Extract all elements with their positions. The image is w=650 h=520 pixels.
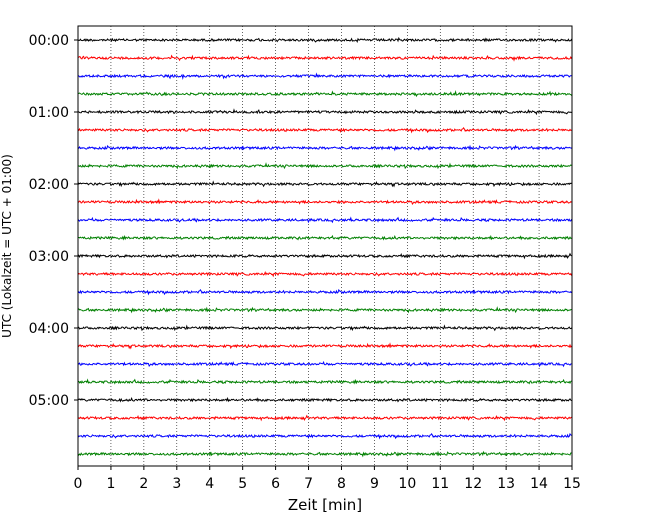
axis-ticks: 0 1 2 3 4 5 6 7 8 9 10 11 12 13 14 1500:0001:0002:0003:… bbox=[29, 33, 581, 492]
x-tick-label-3: 3 bbox=[172, 476, 181, 492]
y-tick-label-03:00: 03:00 bbox=[29, 249, 69, 265]
trace-0415 bbox=[77, 342, 573, 350]
y-tick-label-02:00: 02:00 bbox=[29, 177, 69, 193]
x-tick-label-12: 12 bbox=[464, 476, 482, 492]
trace-0015 bbox=[77, 54, 573, 62]
x-tick-label-13: 13 bbox=[497, 476, 515, 492]
x-tick-label-5: 5 bbox=[238, 476, 247, 492]
y-tick-label-00:00: 00:00 bbox=[29, 33, 69, 49]
x-tick-label-8: 8 bbox=[337, 476, 346, 492]
x-axis-label: Zeit [min] bbox=[288, 496, 362, 514]
x-tick-label-4: 4 bbox=[205, 476, 214, 492]
trace-0215 bbox=[77, 198, 572, 205]
trace-0000 bbox=[77, 36, 573, 43]
trace-0530 bbox=[77, 432, 572, 440]
trace-0115 bbox=[77, 127, 572, 134]
x-tick-label-14: 14 bbox=[530, 476, 548, 492]
trace-0515 bbox=[77, 414, 572, 422]
plot-frame bbox=[77, 25, 573, 467]
x-tick-label-2: 2 bbox=[139, 476, 148, 492]
trace-0145 bbox=[77, 162, 572, 170]
y-tick-label-05:00: 05:00 bbox=[29, 393, 69, 409]
trace-0400 bbox=[77, 324, 572, 332]
trace-0030 bbox=[77, 72, 572, 81]
trace-0330 bbox=[77, 288, 573, 296]
trace-0430 bbox=[77, 360, 572, 368]
trace-0045 bbox=[77, 89, 572, 98]
trace-0130 bbox=[77, 144, 572, 152]
x-tick-label-11: 11 bbox=[431, 476, 449, 492]
x-tick-label-1: 1 bbox=[106, 476, 115, 492]
y-tick-label-04:00: 04:00 bbox=[29, 321, 69, 337]
trace-0100 bbox=[77, 108, 572, 116]
trace-0300 bbox=[77, 252, 572, 260]
x-tick-label-9: 9 bbox=[370, 476, 379, 492]
trace-0245 bbox=[78, 234, 572, 241]
y-tick-label-01:00: 01:00 bbox=[29, 105, 69, 121]
grid-lines bbox=[110, 26, 540, 466]
seismic-traces bbox=[77, 36, 573, 458]
x-tick-label-15: 15 bbox=[563, 476, 581, 492]
trace-0315 bbox=[77, 270, 573, 278]
trace-0345 bbox=[77, 306, 572, 314]
y-axis-label: UTC (Lokalzeit = UTC + 01:00) bbox=[0, 154, 14, 338]
trace-0200 bbox=[77, 180, 572, 188]
trace-0500 bbox=[77, 396, 572, 403]
trace-0230 bbox=[77, 216, 573, 224]
trace-0545 bbox=[77, 450, 572, 458]
x-tick-label-0: 0 bbox=[74, 476, 83, 492]
x-tick-label-6: 6 bbox=[271, 476, 280, 492]
trace-0445 bbox=[77, 378, 572, 385]
x-tick-label-7: 7 bbox=[304, 476, 313, 492]
x-tick-label-10: 10 bbox=[398, 476, 416, 492]
